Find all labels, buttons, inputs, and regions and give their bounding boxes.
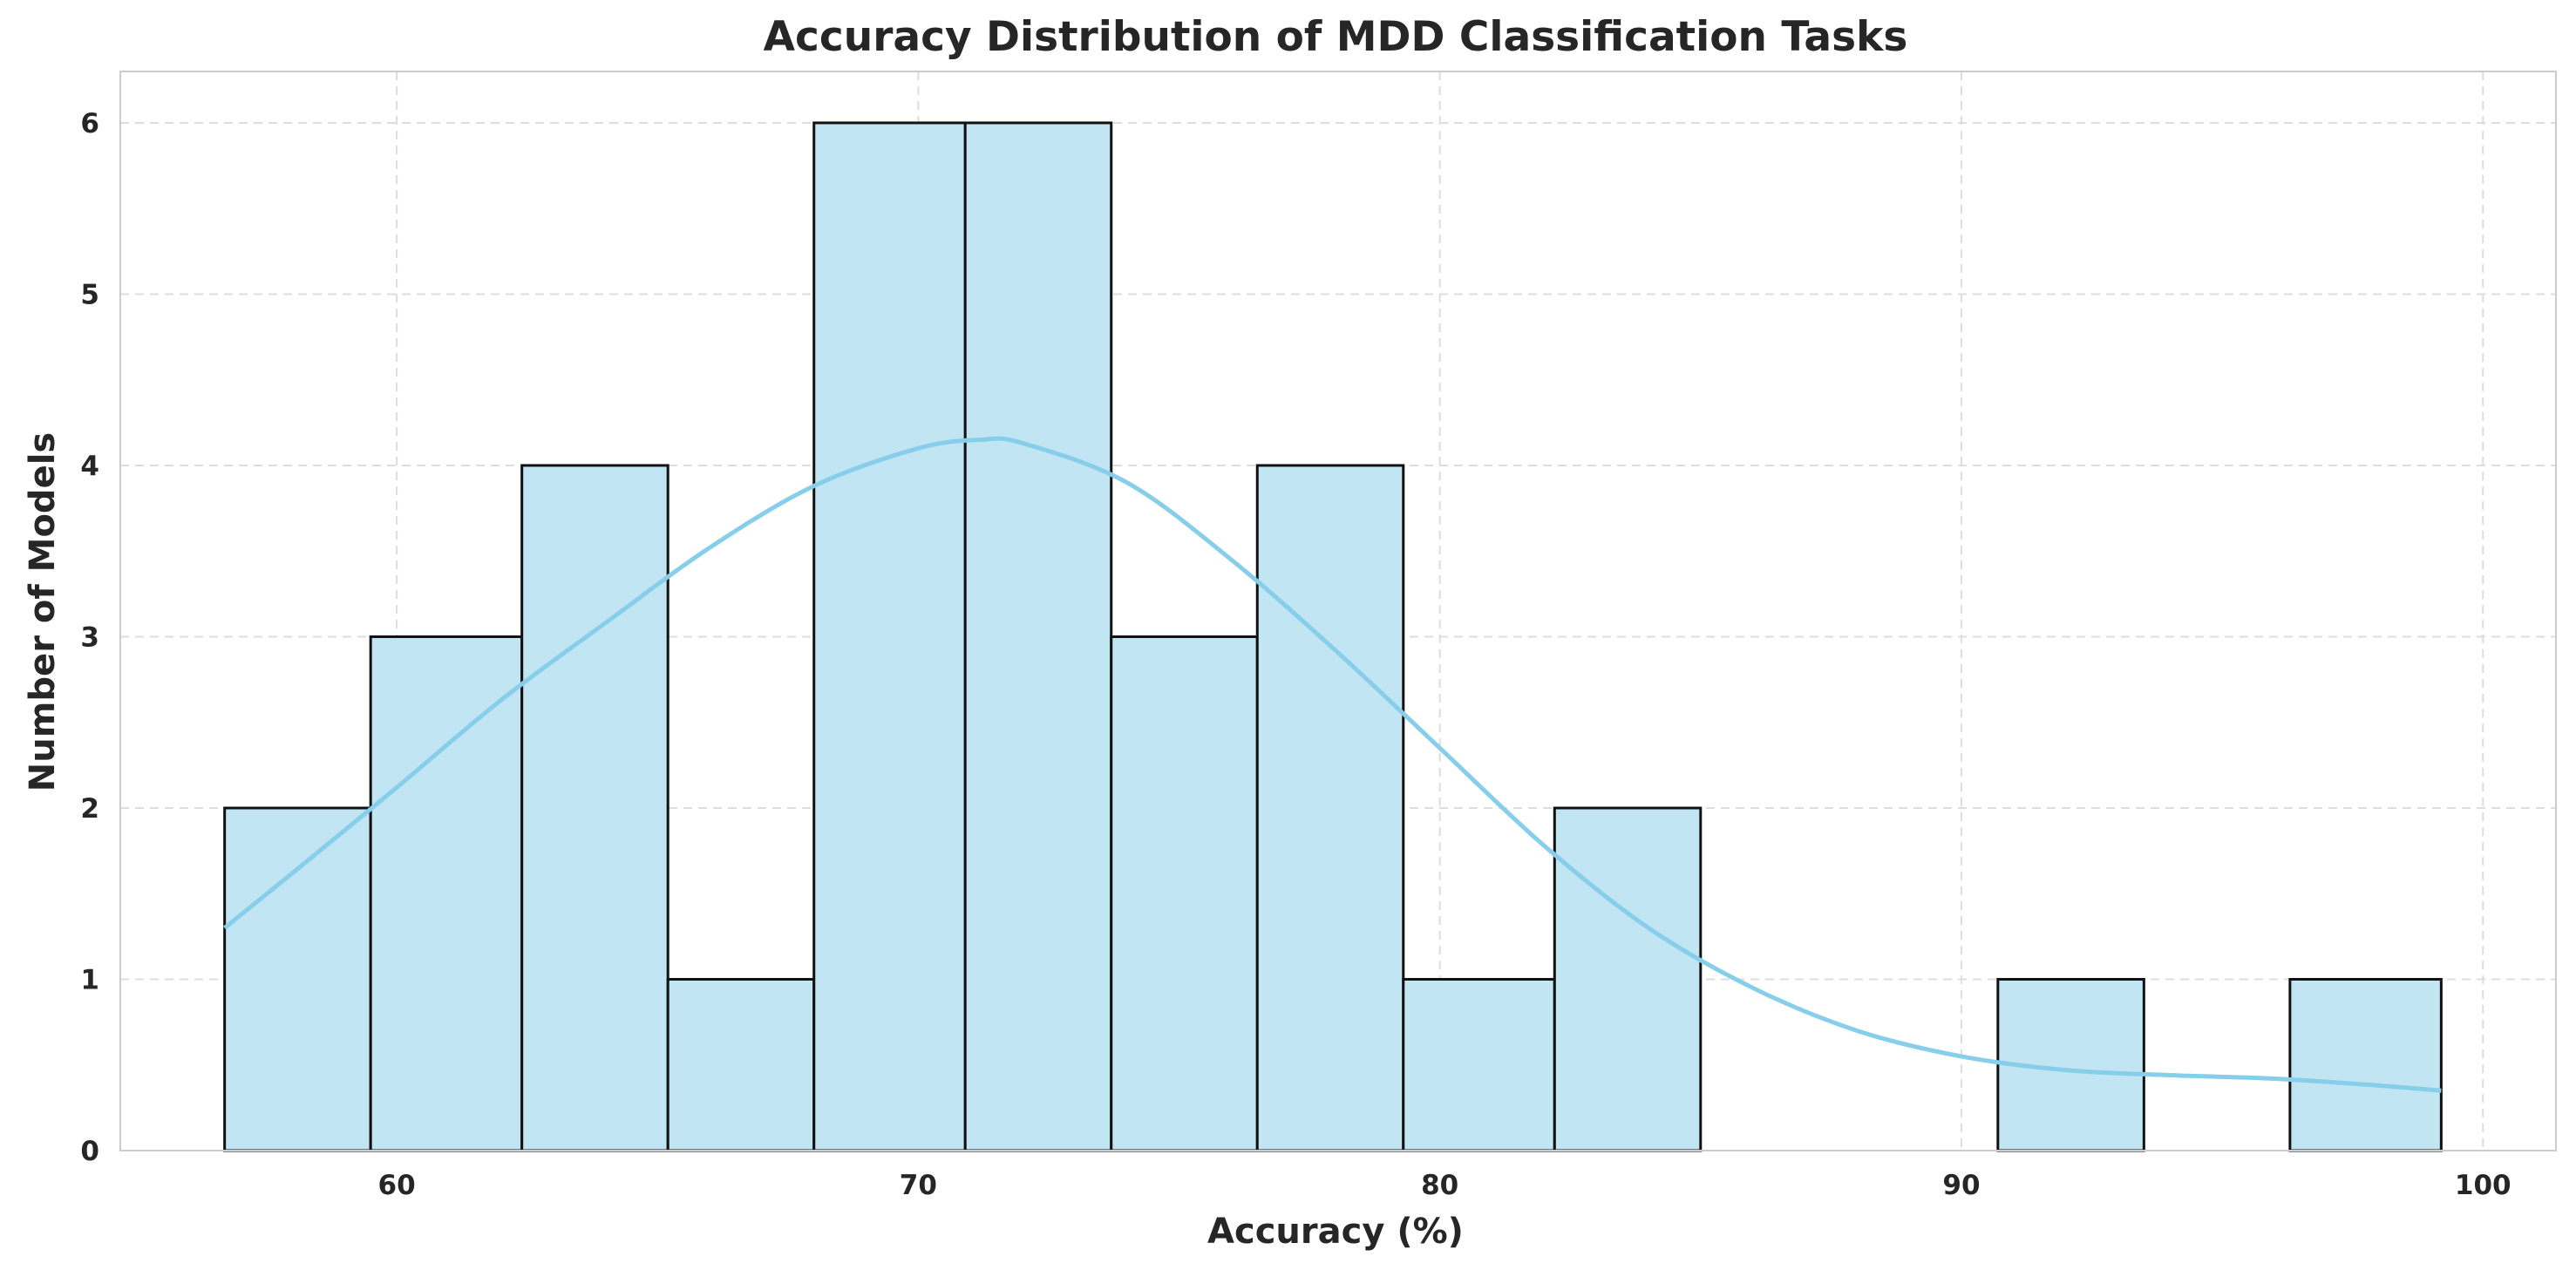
y-tick-label: 0 <box>80 1136 99 1167</box>
histogram-bar <box>1402 977 1556 1152</box>
y-tick-label: 6 <box>80 108 99 139</box>
histogram-bar <box>1110 635 1259 1152</box>
histogram-bar <box>369 635 524 1152</box>
kde-curve <box>223 436 2442 1093</box>
histogram-bar <box>223 806 372 1152</box>
histogram-bar <box>520 464 669 1152</box>
y-tick-label: 5 <box>80 279 99 310</box>
histogram-bar <box>1255 464 1405 1152</box>
y-tick-label: 2 <box>80 793 99 825</box>
x-tick-label: 70 <box>900 1170 937 1201</box>
plot-frame <box>119 71 2557 1151</box>
histogram-bar <box>963 121 1113 1152</box>
histogram-bar <box>2288 977 2443 1152</box>
y-tick-label: 4 <box>80 451 99 482</box>
x-tick-label: 90 <box>1942 1170 1980 1201</box>
x-tick-label: 100 <box>2455 1170 2511 1201</box>
histogram-bar <box>666 977 816 1152</box>
histogram-bar <box>1553 806 1703 1152</box>
histogram-bars <box>223 121 2443 1152</box>
x-tick-label: 80 <box>1421 1170 1458 1201</box>
x-axis-ticks: 60 70 80 90 100 <box>378 1170 2511 1201</box>
chart-title: Accuracy Distribution of MDD Classificat… <box>764 13 1908 61</box>
y-tick-label: 1 <box>80 964 99 995</box>
y-tick-label: 3 <box>80 621 99 653</box>
y-axis-label: Number of Models <box>23 432 63 791</box>
histogram-bar <box>812 121 967 1152</box>
y-axis-ticks: 0 1 2 3 4 5 6 <box>80 108 99 1167</box>
x-tick-label: 60 <box>378 1170 416 1201</box>
x-axis-label: Accuracy (%) <box>1207 1212 1464 1252</box>
